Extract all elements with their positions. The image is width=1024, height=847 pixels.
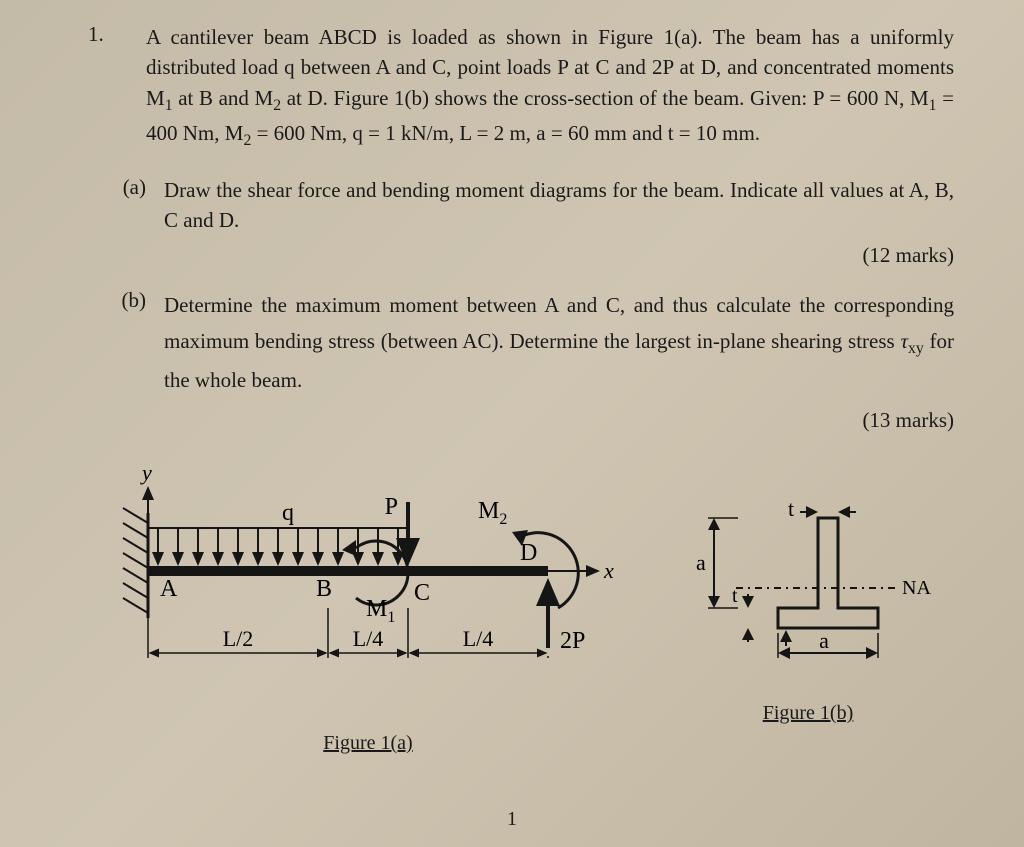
neutral-axis: NA	[736, 577, 931, 599]
svg-text:L/4: L/4	[353, 626, 384, 651]
beam-body	[148, 566, 548, 576]
load-2P: 2P	[548, 582, 585, 654]
dimensions: L/2 L/4 L/4	[148, 608, 548, 658]
part-a-label: (a)	[88, 175, 164, 270]
question-stem: 1. A cantilever beam ABCD is loaded as s…	[88, 22, 954, 153]
part-b: (b) Determine the maximum moment between…	[88, 288, 954, 438]
svg-text:L/4: L/4	[463, 626, 494, 651]
figure-1a: y	[88, 458, 648, 755]
dim-a-horiz: a	[778, 628, 878, 658]
figures-row: y	[88, 458, 954, 755]
part-a-text: Draw the shear force and bending moment …	[164, 175, 954, 270]
x-axis: x	[548, 558, 614, 583]
svg-text:t: t	[732, 585, 738, 607]
svg-text:L/2: L/2	[223, 626, 254, 651]
node-B: B	[316, 576, 332, 602]
part-b-label: (b)	[88, 288, 164, 438]
node-A: A	[160, 576, 178, 602]
page-number: 1	[0, 808, 1024, 831]
svg-text:NA: NA	[902, 577, 931, 599]
svg-text:2P: 2P	[560, 628, 585, 654]
question-number: 1.	[88, 22, 146, 153]
node-D: D	[520, 540, 537, 566]
figure-1b: NA t a t	[678, 458, 938, 725]
node-C: C	[414, 580, 430, 606]
part-b-marks: (13 marks)	[164, 403, 954, 439]
svg-text:a: a	[696, 550, 706, 575]
dim-t-flange: t	[732, 585, 748, 642]
distributed-load: q	[148, 500, 408, 564]
svg-text:x: x	[603, 558, 614, 583]
part-a-marks: (12 marks)	[164, 240, 954, 270]
figure-1b-caption: Figure 1(b)	[678, 702, 938, 725]
q-label: q	[282, 500, 294, 526]
problem-text: A cantilever beam ABCD is loaded as show…	[146, 22, 954, 153]
part-a: (a) Draw the shear force and bending mom…	[88, 175, 954, 270]
svg-text:M2: M2	[478, 498, 507, 528]
part-b-text: Determine the maximum moment between A a…	[164, 288, 954, 438]
svg-text:a: a	[819, 628, 829, 653]
svg-text:t: t	[788, 498, 794, 521]
svg-text:P: P	[385, 494, 398, 520]
cross-section-svg: NA t a t	[678, 498, 938, 678]
figure-1a-caption: Figure 1(a)	[88, 732, 648, 755]
fixed-support	[123, 508, 148, 618]
y-axis-label: y	[140, 460, 152, 485]
t-section	[778, 518, 878, 628]
beam-diagram-svg: y	[88, 458, 648, 708]
